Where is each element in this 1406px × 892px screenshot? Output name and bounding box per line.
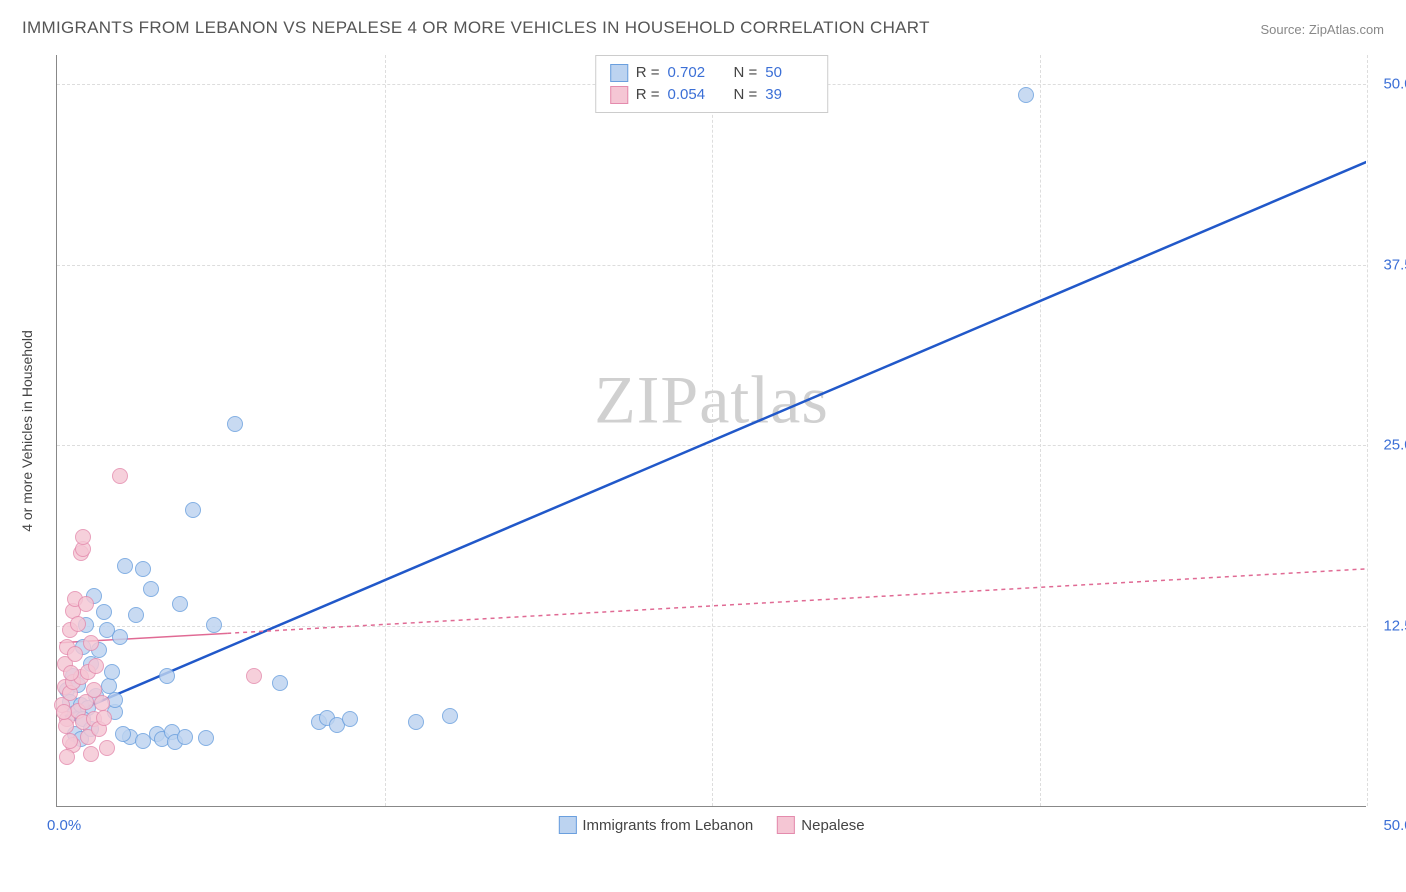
scatter-point (83, 635, 99, 651)
y-tick-label: 37.5% (1371, 256, 1406, 273)
grid-line-v (385, 55, 386, 806)
scatter-point (78, 596, 94, 612)
legend-series-item: Immigrants from Lebanon (558, 816, 753, 834)
scatter-point (143, 581, 159, 597)
grid-line-v (1040, 55, 1041, 806)
y-tick-label: 25.0% (1371, 437, 1406, 454)
scatter-point (96, 604, 112, 620)
scatter-point (227, 416, 243, 432)
regression-line-dashed (227, 568, 1366, 634)
y-tick-label: 50.0% (1371, 75, 1406, 92)
plot-area: 4 or more Vehicles in Household 12.5%25.… (56, 55, 1366, 807)
y-axis-label: 4 or more Vehicles in Household (19, 330, 35, 532)
chart-title: IMMIGRANTS FROM LEBANON VS NEPALESE 4 OR… (22, 18, 930, 38)
scatter-point (198, 730, 214, 746)
grid-line-v (1367, 55, 1368, 806)
source-attribution: Source: ZipAtlas.com (1260, 22, 1384, 37)
x-tick-max: 50.0% (1371, 817, 1406, 834)
legend-r-value: 0.054 (668, 84, 716, 106)
legend-series: Immigrants from Lebanon Nepalese (558, 816, 864, 834)
scatter-point (115, 726, 131, 742)
scatter-point (117, 558, 133, 574)
scatter-point (342, 711, 358, 727)
legend-stats-row: R = 0.702 N = 50 (610, 62, 814, 84)
legend-swatch (558, 816, 576, 834)
grid-line-v (712, 55, 713, 806)
scatter-point (135, 561, 151, 577)
legend-swatch (610, 64, 628, 82)
legend-stats: R = 0.702 N = 50 R = 0.054 N = 39 (595, 55, 829, 113)
legend-n-label: N = (734, 84, 758, 106)
scatter-point (159, 668, 175, 684)
scatter-point (177, 729, 193, 745)
watermark-prefix: ZIP (594, 362, 699, 438)
legend-swatch (777, 816, 795, 834)
scatter-point (96, 710, 112, 726)
legend-r-label: R = (636, 84, 660, 106)
scatter-point (67, 646, 83, 662)
scatter-point (83, 746, 99, 762)
legend-r-value: 0.702 (668, 62, 716, 84)
scatter-point (246, 668, 262, 684)
scatter-point (1018, 87, 1034, 103)
watermark-suffix: atlas (699, 362, 829, 438)
scatter-point (88, 658, 104, 674)
scatter-point (408, 714, 424, 730)
scatter-point (58, 718, 74, 734)
legend-series-label: Nepalese (801, 817, 864, 834)
legend-stats-row: R = 0.054 N = 39 (610, 84, 814, 106)
x-tick-min: 0.0% (47, 817, 81, 834)
scatter-point (70, 616, 86, 632)
scatter-point (112, 629, 128, 645)
scatter-point (104, 664, 120, 680)
scatter-point (63, 665, 79, 681)
legend-swatch (610, 86, 628, 104)
scatter-point (442, 708, 458, 724)
scatter-point (59, 749, 75, 765)
scatter-point (56, 704, 72, 720)
y-tick-label: 12.5% (1371, 618, 1406, 635)
legend-n-value: 50 (765, 62, 813, 84)
scatter-point (172, 596, 188, 612)
scatter-point (62, 733, 78, 749)
legend-n-value: 39 (765, 84, 813, 106)
legend-n-label: N = (734, 62, 758, 84)
scatter-point (185, 502, 201, 518)
scatter-point (112, 468, 128, 484)
legend-r-label: R = (636, 62, 660, 84)
regression-line (65, 153, 1366, 716)
scatter-point (94, 695, 110, 711)
scatter-point (128, 607, 144, 623)
scatter-point (272, 675, 288, 691)
scatter-point (206, 617, 222, 633)
scatter-point (75, 529, 91, 545)
scatter-point (99, 740, 115, 756)
legend-series-label: Immigrants from Lebanon (582, 817, 753, 834)
legend-series-item: Nepalese (777, 816, 864, 834)
